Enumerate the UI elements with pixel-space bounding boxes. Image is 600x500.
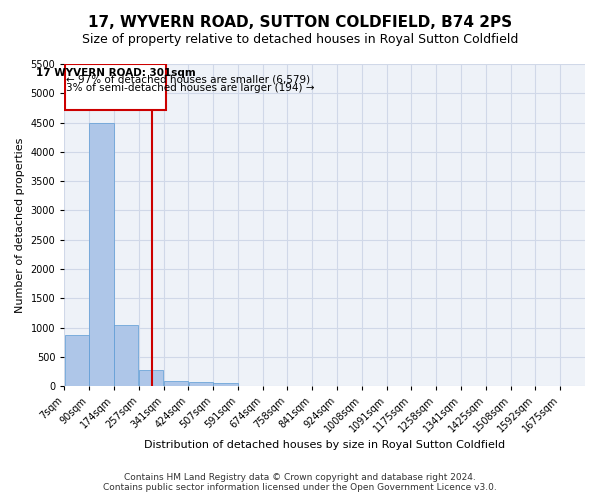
Bar — [65, 334, 89, 386]
Text: ← 97% of detached houses are smaller (6,579): ← 97% of detached houses are smaller (6,… — [66, 75, 310, 85]
FancyBboxPatch shape — [65, 64, 166, 110]
Text: Contains HM Land Registry data © Crown copyright and database right 2024.
Contai: Contains HM Land Registry data © Crown c… — [103, 473, 497, 492]
Y-axis label: Number of detached properties: Number of detached properties — [15, 138, 25, 313]
Text: Size of property relative to detached houses in Royal Sutton Coldfield: Size of property relative to detached ho… — [82, 32, 518, 46]
Text: 17 WYVERN ROAD: 301sqm: 17 WYVERN ROAD: 301sqm — [35, 68, 196, 78]
Bar — [214, 383, 238, 386]
Text: 3% of semi-detached houses are larger (194) →: 3% of semi-detached houses are larger (1… — [66, 82, 314, 92]
X-axis label: Distribution of detached houses by size in Royal Sutton Coldfield: Distribution of detached houses by size … — [144, 440, 505, 450]
Bar — [139, 370, 163, 386]
Bar — [114, 324, 139, 386]
Bar — [188, 382, 213, 386]
Bar — [164, 382, 188, 386]
Text: 17, WYVERN ROAD, SUTTON COLDFIELD, B74 2PS: 17, WYVERN ROAD, SUTTON COLDFIELD, B74 2… — [88, 15, 512, 30]
Bar — [89, 122, 113, 386]
